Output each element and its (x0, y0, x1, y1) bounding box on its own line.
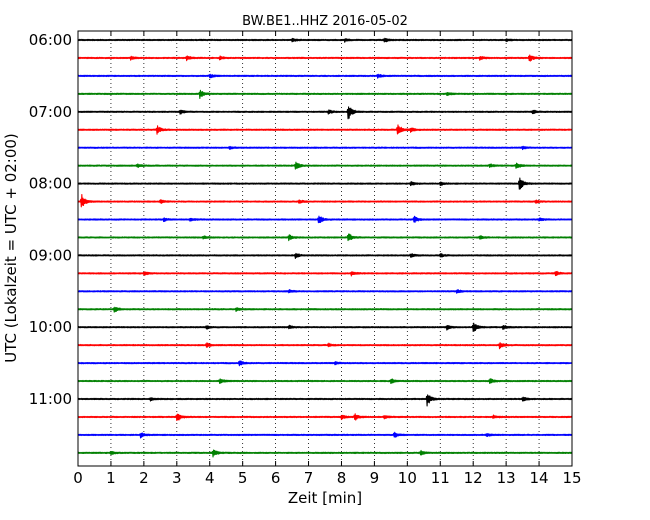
x-axis: 0 1 2 3 4 5 6 7 8 9 10 11 12 13 14 15 (73, 31, 582, 487)
x-tick-label: 12 (464, 469, 483, 487)
x-tick-label: 8 (337, 469, 347, 487)
trace-line-0715 (77, 124, 573, 135)
x-tick-label: 2 (139, 469, 149, 487)
y-tick-label: 10:00 (29, 318, 72, 336)
trace-line-0900 (77, 252, 573, 260)
trace-line-1030 (77, 360, 573, 367)
x-tick-label: 11 (431, 469, 450, 487)
trace-line-0915 (77, 270, 573, 277)
x-axis-label: Zeit [min] (288, 489, 362, 507)
trace-line-0745 (77, 161, 573, 170)
trace-line-0945 (77, 306, 573, 313)
trace-line-0600 (77, 37, 573, 43)
y-tick-label: 08:00 (29, 175, 72, 193)
y-axis-label: UTC (Lokalzeit = UTC + 02:00) (2, 133, 20, 363)
trace-line-1015 (77, 342, 573, 350)
y-tick-label: 11:00 (29, 390, 72, 408)
trace-line-0645 (77, 89, 573, 99)
y-axis: 06:00 07:00 08:00 09:00 10:00 11:00 (29, 31, 572, 408)
x-tick-label: 4 (205, 469, 215, 487)
x-tick-label: 7 (304, 469, 314, 487)
trace-line-1130 (77, 431, 573, 439)
x-tick-label: 1 (106, 469, 116, 487)
x-tick-label: 3 (172, 469, 182, 487)
grid (110, 31, 540, 466)
trace-line-1000 (77, 322, 573, 332)
chart-title: BW.BE1..HHZ 2016-05-02 (242, 14, 408, 29)
trace-line-0830 (77, 215, 573, 224)
trace-line-0800 (77, 177, 573, 190)
trace-line-1115 (77, 413, 573, 422)
trace-line-0615 (77, 54, 573, 62)
trace-line-0730 (77, 145, 573, 151)
trace-line-0930 (77, 289, 573, 294)
trace-line-1100 (77, 394, 573, 407)
x-tick-label: 15 (562, 469, 581, 487)
x-tick-label: 6 (271, 469, 281, 487)
x-tick-label: 9 (370, 469, 380, 487)
y-tick-label: 09:00 (29, 246, 72, 264)
x-tick-label: 0 (73, 469, 83, 487)
traces (77, 37, 573, 458)
y-tick-label: 07:00 (29, 103, 72, 121)
x-tick-label: 10 (398, 469, 417, 487)
trace-line-0630 (77, 73, 573, 79)
y-tick-label: 06:00 (29, 31, 72, 49)
x-tick-label: 5 (238, 469, 248, 487)
plot-frame (77, 30, 573, 467)
x-tick-label: 13 (497, 469, 516, 487)
x-tick-label: 14 (530, 469, 549, 487)
trace-line-1045 (77, 378, 573, 385)
trace-line-0700 (77, 106, 573, 120)
trace-line-1145 (77, 449, 573, 458)
trace-line-0845 (77, 233, 573, 242)
trace-line-0815 (77, 194, 573, 208)
